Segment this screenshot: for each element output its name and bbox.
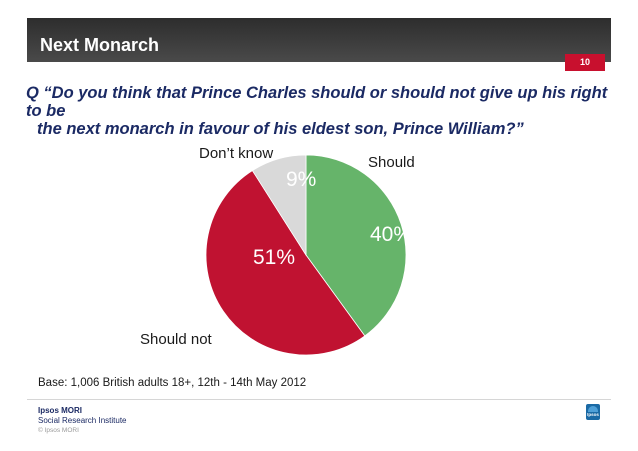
page-number-badge: 10: [565, 54, 605, 71]
base-note: Base: 1,006 British adults 18+, 12th - 1…: [38, 377, 307, 389]
pie-category-label: Should not: [140, 331, 213, 348]
pie-category-labels: Should Should not Don’t know: [140, 145, 415, 348]
logo-word: Ipsos: [587, 412, 599, 417]
copyright: © Ipsos MORI: [38, 427, 79, 434]
org-name: Ipsos MORI: [38, 406, 83, 415]
question-line-2: the next monarch in favour of his eldest…: [37, 120, 524, 138]
pie-slice-should-not: [205, 170, 366, 356]
pie-percent-label: 51%: [253, 246, 295, 269]
question-line-1: Q “Do you think that Prince Charles shou…: [26, 84, 608, 120]
org-subtitle: Social Research Institute: [38, 416, 127, 425]
slide-title: Next Monarch: [40, 35, 160, 55]
pie-slices: [205, 154, 407, 356]
pie-category-label: Should: [368, 154, 415, 171]
pie-slice-should: [305, 154, 407, 337]
title-bar: [27, 18, 611, 62]
pie-slice-don-t-know: [251, 154, 307, 257]
logo-arc: [588, 406, 598, 412]
pie-percent-label: 40%: [370, 223, 412, 246]
ipsos-logo-icon: Ipsos: [586, 404, 600, 420]
pie-percent-label: 9%: [286, 168, 316, 191]
pie-category-label: Don’t know: [199, 145, 273, 162]
pie-percent-labels: 40% 51% 9%: [253, 168, 412, 269]
footer-divider: [27, 399, 611, 400]
survey-question: Q “Do you think that Prince Charles shou…: [26, 84, 616, 138]
